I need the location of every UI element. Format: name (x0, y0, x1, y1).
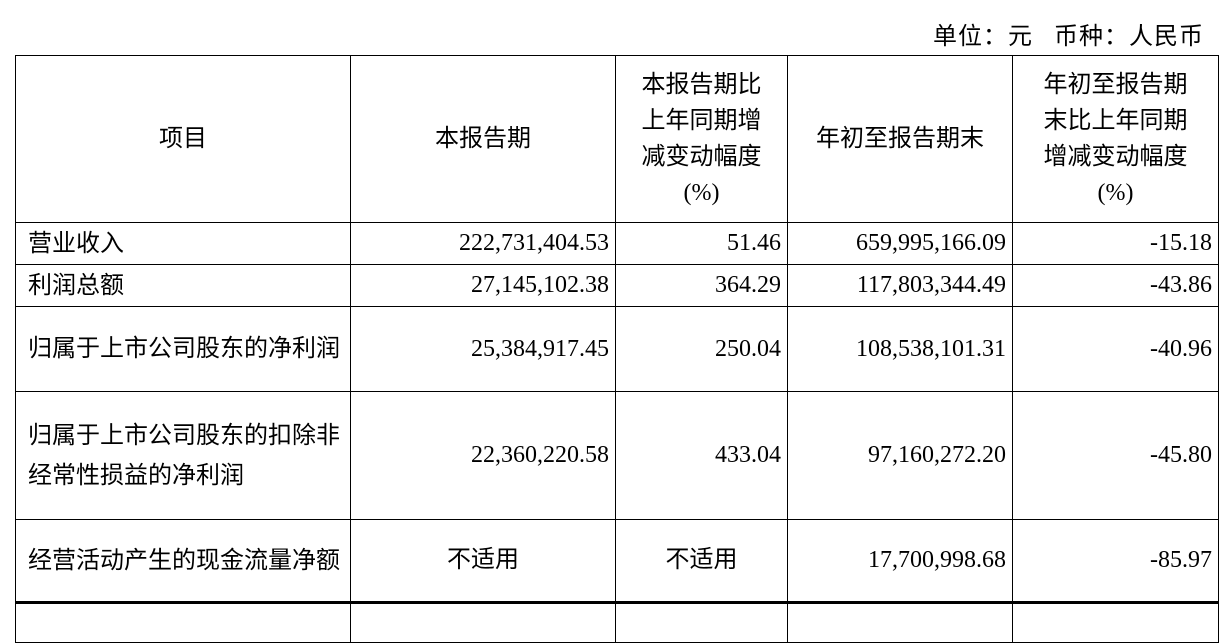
header-item: 项目 (15, 55, 351, 223)
header-current-period: 本报告期 (350, 55, 616, 223)
table-row: 经营活动产生的现金流量净额 不适用 不适用 17,700,998.68 -85.… (15, 519, 1219, 604)
row-current: 222,731,404.53 (350, 222, 616, 265)
header-line: 上年同期增 (641, 108, 762, 134)
empty-cell (787, 602, 1013, 643)
row-item: 归属于上市公司股东的扣除非经常性损益的净利润 (15, 391, 351, 520)
table-row: 利润总额 27,145,102.38 364.29 117,803,344.49… (15, 264, 1219, 307)
row-item: 营业收入 (15, 222, 351, 265)
header-line: 年初至报告期 (1043, 72, 1188, 98)
row-ytd-change: -85.97 (1012, 519, 1219, 604)
row-ytd: 659,995,166.09 (787, 222, 1013, 265)
header-line: 本报告期比 (641, 72, 762, 98)
header-line: 增减变动幅度 (1043, 144, 1188, 170)
row-current-change: 364.29 (615, 264, 788, 307)
table-row: 归属于上市公司股东的净利润 25,384,917.45 250.04 108,5… (15, 306, 1219, 392)
row-ytd-change: -45.80 (1012, 391, 1219, 520)
row-ytd: 97,160,272.20 (787, 391, 1013, 520)
header-line: 减变动幅度 (641, 144, 762, 170)
financial-data-table: 项目 本报告期 本报告期比 上年同期增 减变动幅度 (%) 年初至报告期末 年初… (15, 55, 1219, 643)
row-current: 25,384,917.45 (350, 306, 616, 392)
table-row-partial (15, 602, 1219, 643)
empty-cell (615, 602, 788, 643)
row-current-change: 不适用 (615, 519, 788, 604)
table-row: 归属于上市公司股东的扣除非经常性损益的净利润 22,360,220.58 433… (15, 391, 1219, 520)
row-current-change: 433.04 (615, 391, 788, 520)
row-ytd-change: -43.86 (1012, 264, 1219, 307)
row-ytd: 108,538,101.31 (787, 306, 1013, 392)
row-current: 22,360,220.58 (350, 391, 616, 520)
row-current-change: 250.04 (615, 306, 788, 392)
table-header-row: 项目 本报告期 本报告期比 上年同期增 减变动幅度 (%) 年初至报告期末 年初… (15, 55, 1219, 223)
header-line: (%) (1097, 180, 1134, 206)
table-row: 营业收入 222,731,404.53 51.46 659,995,166.09… (15, 222, 1219, 265)
row-ytd-change: -40.96 (1012, 306, 1219, 392)
empty-cell (1012, 602, 1219, 643)
unit-currency-note: 单位：元 币种：人民币 (933, 24, 1204, 50)
row-item: 经营活动产生的现金流量净额 (15, 519, 351, 604)
row-item: 归属于上市公司股东的净利润 (15, 306, 351, 392)
empty-cell (350, 602, 616, 643)
header-ytd-change: 年初至报告期 末比上年同期 增减变动幅度 (%) (1012, 55, 1219, 223)
row-current: 不适用 (350, 519, 616, 604)
header-ytd: 年初至报告期末 (787, 55, 1013, 223)
row-ytd: 117,803,344.49 (787, 264, 1013, 307)
row-ytd: 17,700,998.68 (787, 519, 1013, 604)
empty-cell (15, 602, 351, 643)
row-ytd-change: -15.18 (1012, 222, 1219, 265)
row-current-change: 51.46 (615, 222, 788, 265)
header-line: 末比上年同期 (1043, 108, 1188, 134)
row-current: 27,145,102.38 (350, 264, 616, 307)
header-line: (%) (683, 180, 720, 206)
header-current-change: 本报告期比 上年同期增 减变动幅度 (%) (615, 55, 788, 223)
row-item: 利润总额 (15, 264, 351, 307)
